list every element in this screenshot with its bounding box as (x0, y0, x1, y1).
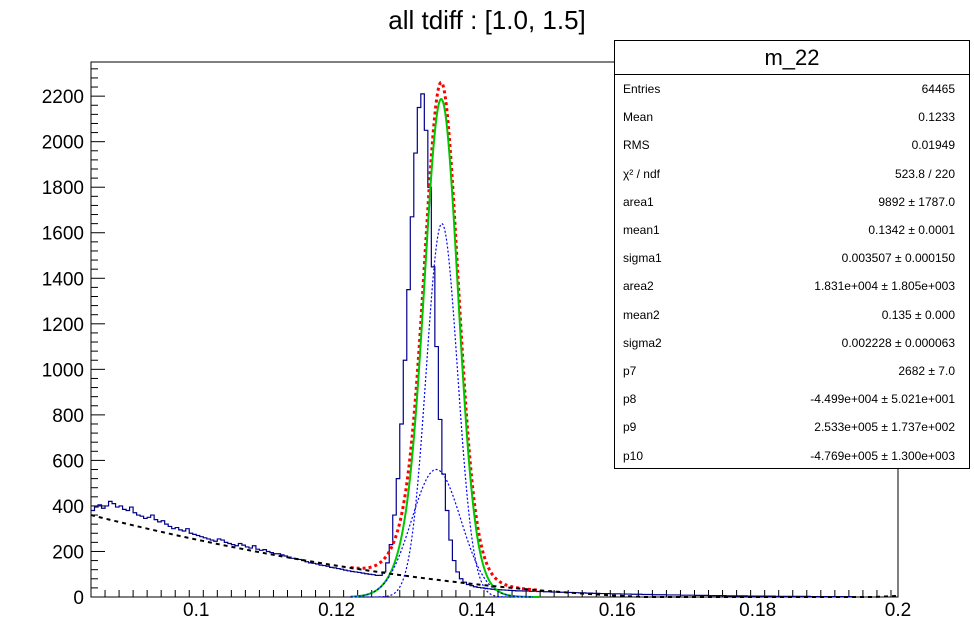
stats-label: p9 (623, 420, 637, 435)
stats-label: χ² / ndf (623, 166, 660, 181)
chart-title: all tdiff : [1.0, 1.5] (388, 5, 586, 35)
fit-curve-total-fit (350, 80, 541, 592)
stats-row: mean2 0.135 ± 0.000 (615, 301, 969, 329)
stats-value: 9892 ± 1787.0 (878, 194, 955, 209)
x-tick-label: 0.12 (318, 600, 355, 621)
stats-row: p9 2.533e+005 ± 1.737e+002 (615, 413, 969, 441)
stats-label: mean2 (623, 307, 660, 322)
y-tick-label: 1800 (42, 178, 84, 199)
stats-value: 0.01949 (911, 138, 955, 153)
x-tick-label: 0.2 (885, 600, 911, 621)
fit-curves (90, 80, 899, 598)
stats-label: sigma2 (623, 335, 662, 350)
y-tick-label: 1000 (42, 360, 84, 381)
stats-row: Entries 64465 (615, 75, 969, 103)
stats-label: Mean (623, 110, 654, 125)
stats-label: mean1 (623, 223, 660, 238)
fit-curve-gaussian-1 (350, 468, 534, 598)
stats-label: p7 (623, 363, 637, 378)
stats-row: χ² / ndf 523.8 / 220 (615, 160, 969, 188)
y-tick-label: 400 (52, 497, 84, 518)
stats-label: Entries (623, 82, 661, 97)
stats-value: -4.769e+005 ± 1.300e+003 (810, 448, 955, 463)
histogram-series (91, 93, 856, 598)
stats-label: area1 (623, 194, 654, 209)
fit-curve-signal-sum (350, 97, 541, 598)
y-tick-label: 1600 (42, 224, 84, 245)
stats-row: sigma1 0.003507 ± 0.000150 (615, 244, 969, 272)
stats-box: m_22 Entries 64465 Mean 0.1233 RMS 0.01949 χ² … (614, 40, 970, 469)
stats-label: sigma1 (623, 251, 662, 266)
stats-value: 0.135 ± 0.000 (881, 307, 955, 322)
stats-value: 0.002228 ± 0.000063 (841, 335, 955, 350)
stats-label: RMS (623, 138, 650, 153)
stats-row: p7 2682 ± 7.0 (615, 357, 969, 385)
stats-value: -4.499e+004 ± 5.021e+001 (810, 392, 955, 407)
stats-value: 0.1233 (918, 110, 955, 125)
fit-curve-background (90, 514, 899, 598)
y-tick-label: 1200 (42, 315, 84, 336)
stats-rows: Entries 64465 Mean 0.1233 RMS 0.01949 χ² / ndf… (615, 75, 969, 470)
stats-row: sigma2 0.002228 ± 0.000063 (615, 329, 969, 357)
y-tick-labels: 0 200 400 600 800 1000 1200 1400 1600 1800 2000 220… (42, 87, 84, 609)
axis-ticks (90, 68, 892, 598)
y-tick-label: 2000 (42, 133, 84, 154)
stats-title: m_22 (615, 41, 969, 75)
stats-row: p8 -4.499e+004 ± 5.021e+001 (615, 385, 969, 413)
stats-value: 2682 ± 7.0 (898, 363, 955, 378)
x-tick-label: 0.16 (599, 600, 636, 621)
stats-row: area1 9892 ± 1787.0 (615, 188, 969, 216)
stats-value: 523.8 / 220 (894, 166, 955, 181)
y-tick-label: 0 (73, 588, 84, 609)
stats-value: 64465 (921, 82, 955, 97)
fit-curve-gaussian-2 (350, 223, 534, 598)
x-tick-label: 0.14 (458, 600, 495, 621)
y-tick-label: 2200 (42, 87, 84, 108)
stats-label: area2 (623, 279, 654, 294)
stats-value: 0.003507 ± 0.000150 (841, 251, 955, 266)
x-tick-label: 0.1 (183, 600, 209, 621)
stats-row: RMS 0.01949 (615, 131, 969, 159)
stats-value: 1.831e+004 ± 1.805e+003 (814, 279, 955, 294)
stats-label: p10 (623, 448, 644, 463)
y-tick-label: 800 (52, 406, 84, 427)
stats-label: p8 (623, 392, 637, 407)
y-tick-label: 600 (52, 451, 84, 472)
stats-row: p10 -4.769e+005 ± 1.300e+003 (615, 441, 969, 469)
stats-value: 2.533e+005 ± 1.737e+002 (814, 420, 955, 435)
y-tick-label: 200 (52, 542, 84, 563)
stats-row: mean1 0.1342 ± 0.0001 (615, 216, 969, 244)
y-tick-label: 1400 (42, 269, 84, 290)
stats-row: area2 1.831e+004 ± 1.805e+003 (615, 272, 969, 300)
x-tick-label: 0.18 (739, 600, 776, 621)
stats-row: Mean 0.1233 (615, 103, 969, 131)
x-tick-labels: 0.1 0.12 0.14 0.16 0.18 0.2 (183, 600, 911, 621)
stats-value: 0.1342 ± 0.0001 (868, 223, 955, 238)
